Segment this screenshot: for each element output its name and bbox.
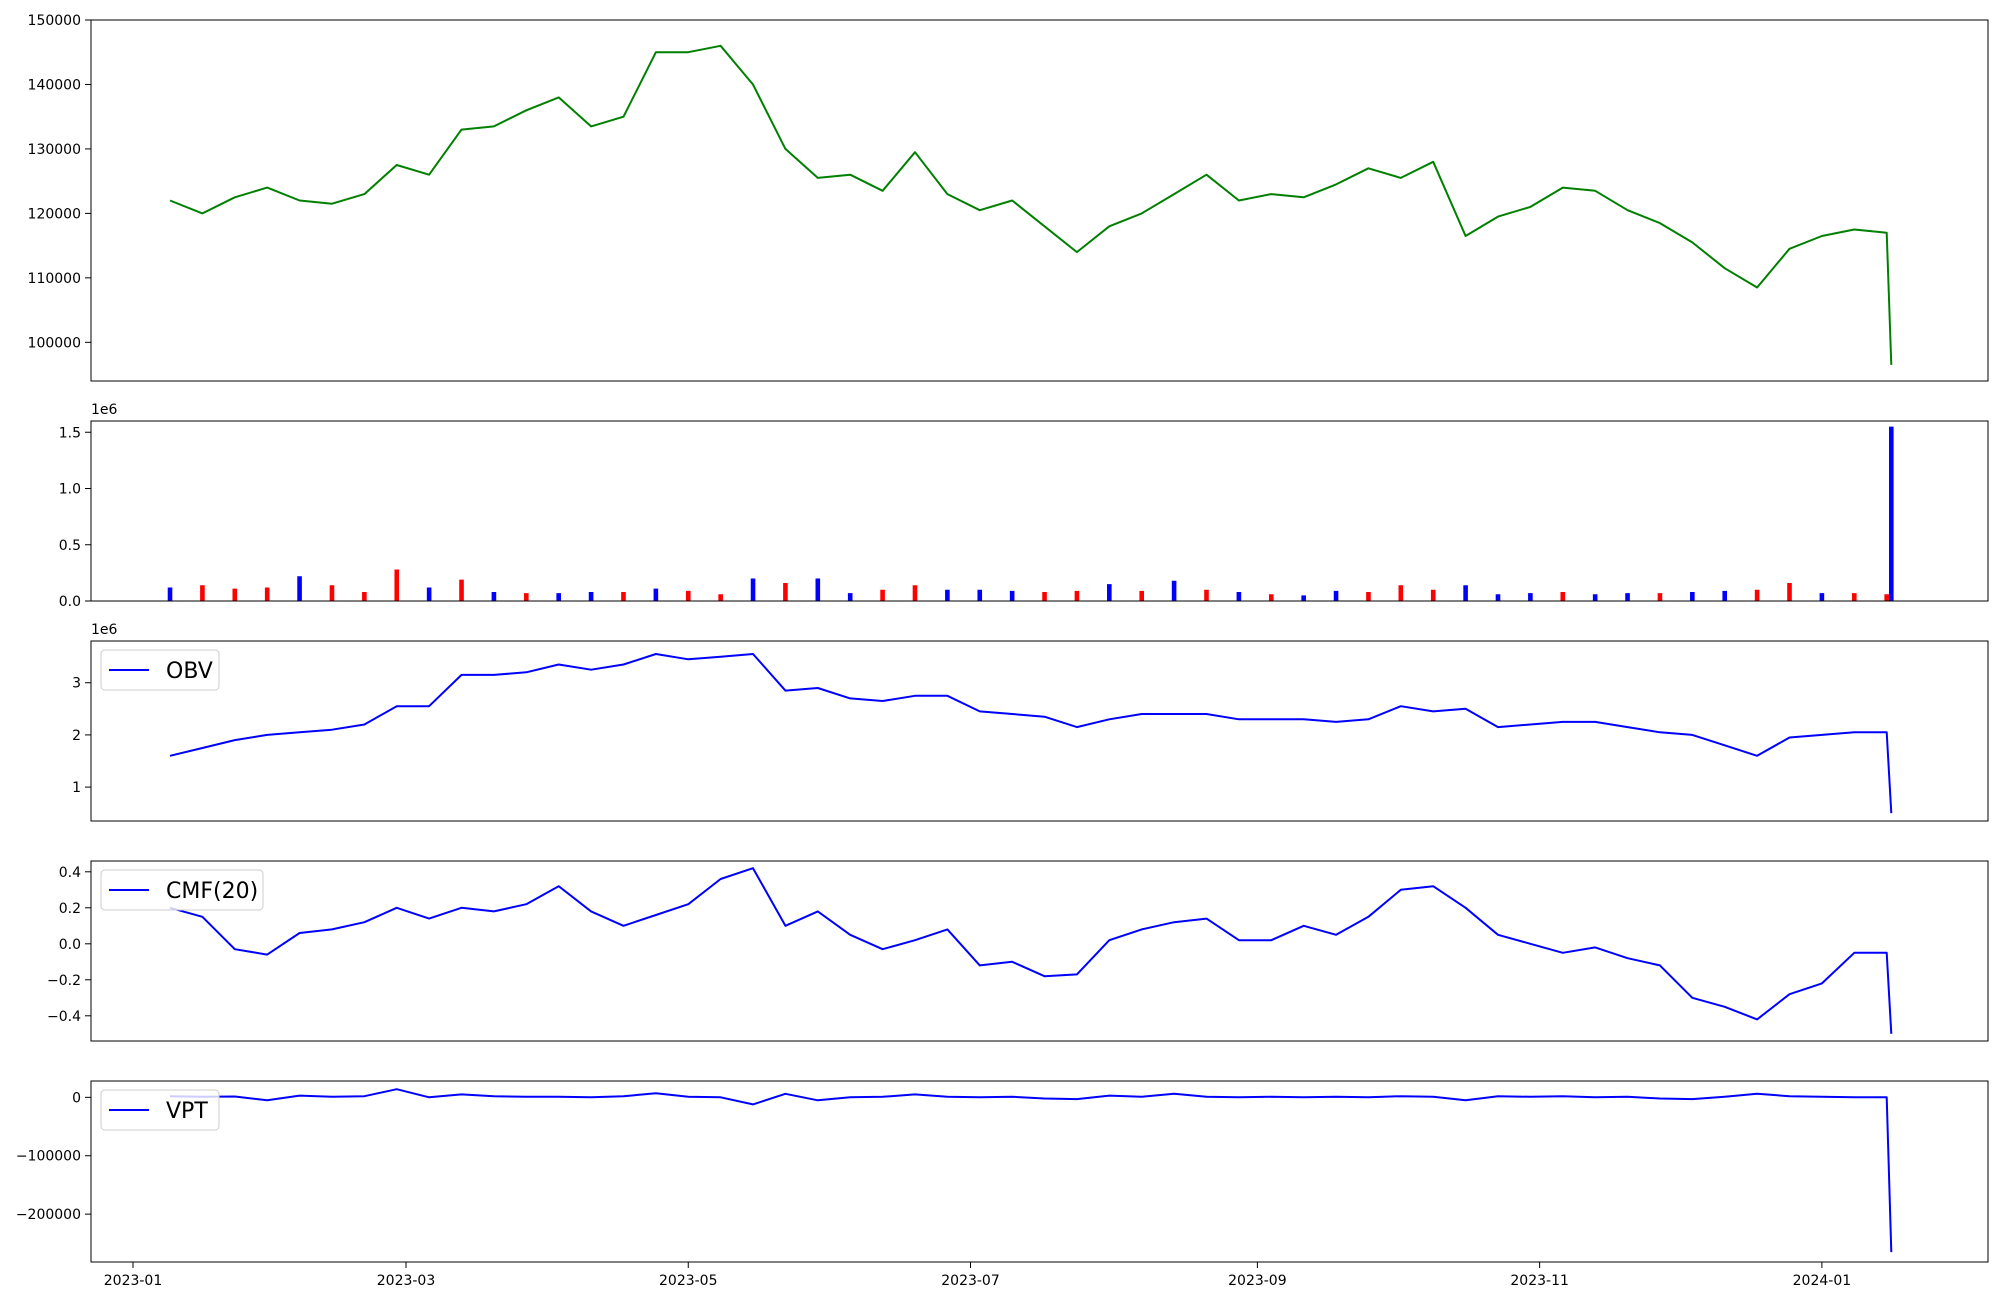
y-tick-label: 3 <box>72 676 81 692</box>
volume-bar <box>783 583 788 601</box>
volume-bar <box>265 588 270 602</box>
volume-bar <box>1755 590 1760 601</box>
volume-bar <box>1463 585 1468 601</box>
y-tick-label: 1 <box>72 780 81 796</box>
y-tick-label: −0.4 <box>47 1009 81 1025</box>
y-tick-label: 130000 <box>28 142 81 158</box>
volume-bar <box>1269 594 1274 601</box>
volume-bar <box>1431 590 1436 601</box>
volume-bar <box>362 592 367 601</box>
volume-bar <box>945 590 950 601</box>
volume-bar <box>297 576 302 601</box>
volume-bar <box>394 570 399 602</box>
volume-bar <box>1075 591 1080 601</box>
volume-bar <box>1301 595 1306 601</box>
volume-bar <box>1560 592 1565 601</box>
volume-bar <box>1172 581 1177 601</box>
volume-bar <box>1334 591 1339 601</box>
volume-bar <box>1204 590 1209 601</box>
volume-bar <box>492 592 497 601</box>
volume-bar <box>1528 593 1533 601</box>
volume-bar <box>589 592 594 601</box>
y-tick-label: 0 <box>72 1090 81 1106</box>
volume-bar <box>1366 592 1371 601</box>
legend: CMF(20) <box>101 870 263 910</box>
y-tick-label: 0.0 <box>59 937 81 953</box>
volume-bar <box>427 588 432 602</box>
volume-bar <box>1010 591 1015 601</box>
legend: VPT <box>101 1090 219 1130</box>
volume-bar <box>1139 591 1144 601</box>
legend-label: CMF(20) <box>166 879 258 904</box>
volume-bar <box>1722 591 1727 601</box>
volume-bar <box>1787 583 1792 601</box>
volume-bar <box>1884 594 1889 601</box>
volume-bar <box>200 585 205 601</box>
volume-bar <box>1658 593 1663 601</box>
volume-bar <box>1852 593 1857 601</box>
y-tick-label: 150000 <box>28 13 81 29</box>
x-tick-label: 2023-07 <box>941 1273 1000 1289</box>
y-exponent-label: 1e6 <box>91 402 118 418</box>
y-tick-label: 100000 <box>28 335 81 351</box>
volume-bar <box>913 585 918 601</box>
y-tick-label: 120000 <box>28 206 81 222</box>
x-tick-label: 2024-01 <box>1793 1273 1852 1289</box>
volume-bar <box>459 580 464 601</box>
y-tick-label: 0.4 <box>59 865 81 881</box>
volume-bar <box>1399 585 1404 601</box>
y-tick-label: −200000 <box>16 1207 81 1223</box>
volume-bar <box>1820 593 1825 601</box>
legend: OBV <box>101 650 219 690</box>
volume-bar <box>977 590 982 601</box>
volume-bar <box>1496 594 1501 601</box>
volume-bar <box>686 591 691 601</box>
legend-label: OBV <box>166 659 213 684</box>
volume-bar <box>1042 592 1047 601</box>
y-tick-label: 110000 <box>28 271 81 287</box>
volume-bar <box>816 579 821 602</box>
volume-bar <box>751 579 756 602</box>
x-tick-label: 2023-03 <box>377 1273 436 1289</box>
volume-bar <box>1107 584 1112 601</box>
x-tick-label: 2023-05 <box>659 1273 718 1289</box>
volume-bar <box>1889 427 1894 601</box>
volume-bar <box>1237 592 1242 601</box>
y-tick-label: 140000 <box>28 77 81 93</box>
volume-bar <box>1625 593 1630 601</box>
y-tick-label: 2 <box>72 728 81 744</box>
y-tick-label: 1.0 <box>59 482 81 498</box>
x-tick-label: 2023-01 <box>104 1273 163 1289</box>
volume-bar <box>330 585 335 601</box>
volume-bar <box>880 590 885 601</box>
volume-bar <box>232 589 237 601</box>
volume-bar <box>168 588 173 602</box>
y-tick-label: 0.2 <box>59 901 81 917</box>
volume-bar <box>654 589 659 601</box>
volume-bar <box>718 594 723 601</box>
y-exponent-label: 1e6 <box>91 622 118 638</box>
volume-bar <box>1593 594 1598 601</box>
legend-label: VPT <box>166 1099 208 1124</box>
y-tick-label: 0.5 <box>59 538 81 554</box>
x-tick-label: 2023-11 <box>1510 1273 1569 1289</box>
volume-bar <box>556 593 561 601</box>
y-tick-label: −0.2 <box>47 973 81 989</box>
volume-bar <box>848 593 853 601</box>
y-tick-label: 1.5 <box>59 425 81 441</box>
volume-bar <box>524 593 529 601</box>
x-tick-label: 2023-09 <box>1228 1273 1287 1289</box>
y-tick-label: −100000 <box>16 1149 81 1165</box>
y-tick-label: 0.0 <box>59 594 81 610</box>
volume-bar <box>1690 592 1695 601</box>
volume-bar <box>621 592 626 601</box>
